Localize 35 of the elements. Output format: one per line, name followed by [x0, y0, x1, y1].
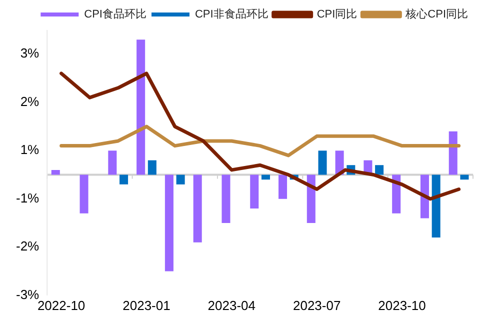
bar — [278, 174, 288, 199]
bar — [250, 174, 259, 209]
y-tick-label: -3% — [16, 286, 40, 302]
x-tick-label: 2023-10 — [378, 298, 426, 313]
bar — [148, 160, 156, 175]
x-tick-label: 2023-04 — [208, 298, 256, 313]
bar — [222, 174, 230, 224]
y-tick-label: -1% — [16, 190, 40, 206]
x-tick-label: 2023-07 — [292, 298, 341, 313]
bar — [80, 174, 88, 214]
x-tick-label: 2023-01 — [122, 298, 170, 313]
bar — [318, 150, 327, 175]
bar — [51, 170, 60, 175]
bar — [136, 40, 146, 175]
bar — [120, 174, 128, 184]
bar — [306, 174, 316, 224]
bar — [193, 174, 202, 242]
bar — [108, 150, 117, 175]
legend-label: CPI非食品环比 — [194, 8, 268, 21]
legend-label: CPI同比 — [316, 8, 358, 21]
y-tick-label: 2% — [20, 94, 40, 109]
bar — [375, 165, 384, 175]
legend-label: 核心CPI同比 — [404, 8, 468, 21]
bar — [460, 174, 469, 180]
x-tick-label: 2022-10 — [37, 298, 86, 313]
y-tick-label: -2% — [16, 238, 40, 254]
bar — [448, 131, 458, 175]
bar — [176, 174, 185, 184]
bar — [164, 174, 174, 272]
bar — [420, 174, 429, 218]
y-tick-label: 1% — [20, 142, 40, 158]
bar — [261, 174, 270, 180]
bar — [432, 174, 440, 238]
legend-label: CPI食品环比 — [84, 8, 146, 21]
y-tick-label: 3% — [20, 46, 40, 61]
